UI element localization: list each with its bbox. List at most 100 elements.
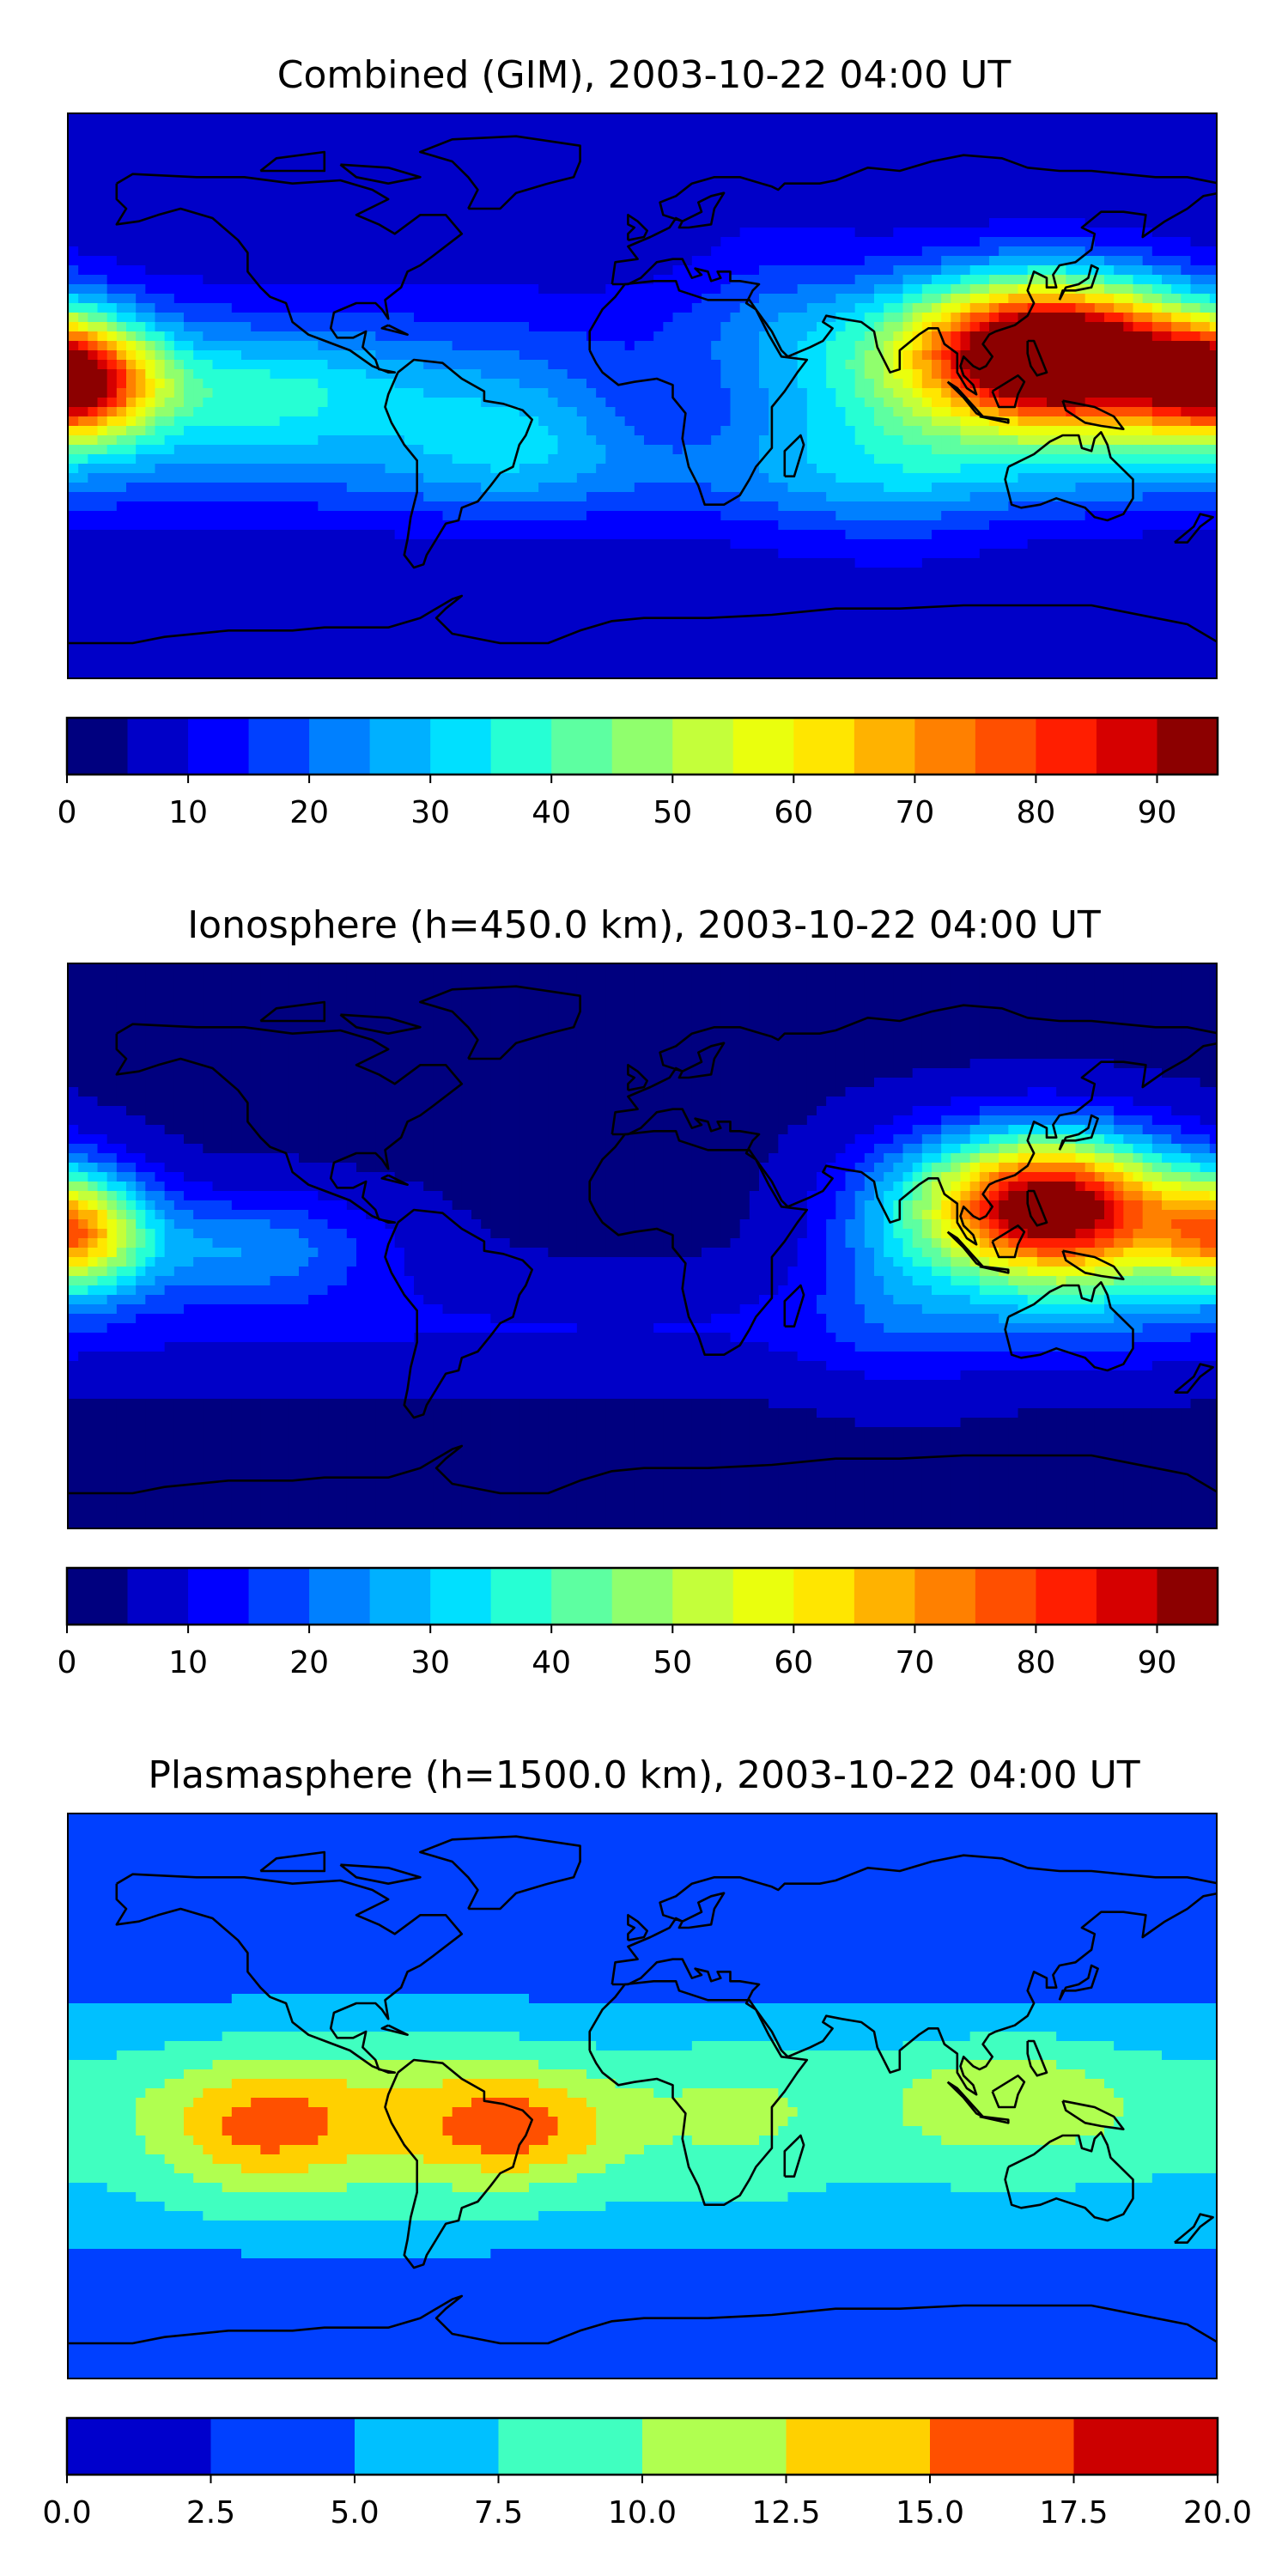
field-cell bbox=[864, 473, 875, 483]
field-cell bbox=[1151, 398, 1163, 408]
field-cell bbox=[1036, 435, 1048, 446]
field-cell bbox=[164, 265, 175, 276]
field-cell bbox=[106, 454, 118, 465]
field-cell bbox=[126, 275, 137, 285]
field-cell bbox=[442, 228, 453, 238]
field-cell bbox=[941, 473, 951, 483]
field-cell bbox=[932, 322, 942, 332]
field-cell bbox=[279, 161, 290, 172]
field-cell bbox=[663, 237, 674, 247]
field-cell bbox=[433, 483, 444, 493]
field-cell bbox=[739, 237, 750, 247]
field-cell bbox=[1142, 114, 1153, 125]
field-cell bbox=[1114, 265, 1124, 276]
field-cell bbox=[682, 501, 693, 512]
field-cell bbox=[423, 303, 434, 313]
field-cell bbox=[356, 124, 367, 134]
field-cell bbox=[394, 416, 405, 427]
field-cell bbox=[787, 209, 799, 219]
field-cell bbox=[279, 388, 290, 398]
field-cell bbox=[999, 218, 1009, 228]
field-cell bbox=[1190, 114, 1201, 125]
field-cell bbox=[845, 388, 856, 398]
field-cell bbox=[222, 369, 233, 380]
field-cell bbox=[778, 143, 789, 153]
field-cell bbox=[749, 388, 760, 398]
field-cell bbox=[78, 265, 88, 276]
field-cell bbox=[106, 265, 118, 276]
field-cell bbox=[241, 284, 252, 295]
field-cell bbox=[921, 124, 933, 134]
field-cell bbox=[644, 161, 654, 172]
field-cell bbox=[787, 379, 799, 389]
field-cell bbox=[1190, 237, 1201, 247]
field-cell bbox=[1056, 492, 1066, 502]
field-cell bbox=[337, 398, 348, 408]
field-cell bbox=[279, 501, 290, 512]
field-cell bbox=[184, 180, 194, 191]
field-cell bbox=[346, 483, 357, 493]
field-cell bbox=[1209, 435, 1216, 446]
field-cell bbox=[951, 218, 962, 228]
field-cell bbox=[375, 341, 386, 351]
field-cell bbox=[749, 256, 760, 266]
field-cell bbox=[461, 246, 472, 257]
field-cell bbox=[778, 473, 789, 483]
field-cell bbox=[960, 246, 971, 257]
field-cell bbox=[615, 199, 626, 210]
field-cell bbox=[739, 341, 750, 351]
field-cell bbox=[605, 398, 617, 408]
field-cell bbox=[442, 416, 453, 427]
field-cell bbox=[932, 388, 942, 398]
field-cell bbox=[155, 218, 166, 228]
field-cell bbox=[1162, 265, 1172, 276]
field-cell bbox=[941, 114, 951, 125]
field-cell bbox=[164, 483, 175, 493]
field-cell bbox=[337, 124, 348, 134]
field-cell bbox=[902, 161, 914, 172]
field-cell bbox=[222, 454, 233, 465]
field-cell bbox=[1181, 322, 1192, 332]
field-cell bbox=[1114, 331, 1124, 342]
field-cell bbox=[778, 369, 789, 380]
field-cell bbox=[1190, 152, 1201, 162]
field-cell bbox=[270, 388, 281, 398]
field-cell bbox=[78, 454, 88, 465]
field-cell bbox=[711, 237, 721, 247]
field-cell bbox=[184, 492, 194, 502]
field-cell bbox=[1047, 454, 1057, 465]
field-cell bbox=[1162, 218, 1172, 228]
field-cell bbox=[519, 483, 530, 493]
field-cell bbox=[1018, 284, 1029, 295]
field-cell bbox=[969, 284, 981, 295]
field-cell bbox=[769, 199, 779, 210]
field-cell bbox=[1171, 114, 1182, 125]
field-cell bbox=[567, 388, 578, 398]
field-cell bbox=[337, 294, 348, 304]
field-cell bbox=[672, 501, 683, 512]
field-cell bbox=[1162, 331, 1172, 342]
field-cell bbox=[299, 322, 309, 332]
field-cell bbox=[999, 237, 1009, 247]
field-cell bbox=[1190, 161, 1201, 172]
field-cell bbox=[538, 275, 549, 285]
field-cell bbox=[327, 228, 338, 238]
field-cell bbox=[500, 435, 511, 446]
field-cell bbox=[1018, 114, 1029, 125]
field-cell bbox=[538, 228, 549, 238]
field-cell bbox=[902, 152, 914, 162]
field-cell bbox=[69, 303, 79, 313]
field-cell bbox=[97, 209, 108, 219]
field-cell bbox=[509, 426, 520, 436]
field-cell bbox=[1094, 161, 1105, 172]
field-cell bbox=[308, 388, 319, 398]
field-cell bbox=[941, 133, 951, 143]
field-cell bbox=[231, 331, 242, 342]
field-cell bbox=[739, 454, 750, 465]
field-cell bbox=[739, 464, 750, 474]
field-cell bbox=[471, 256, 482, 266]
panel-1-map bbox=[67, 112, 1218, 679]
field-cell bbox=[299, 152, 309, 162]
field-cell bbox=[999, 294, 1009, 304]
field-cell bbox=[912, 322, 923, 332]
